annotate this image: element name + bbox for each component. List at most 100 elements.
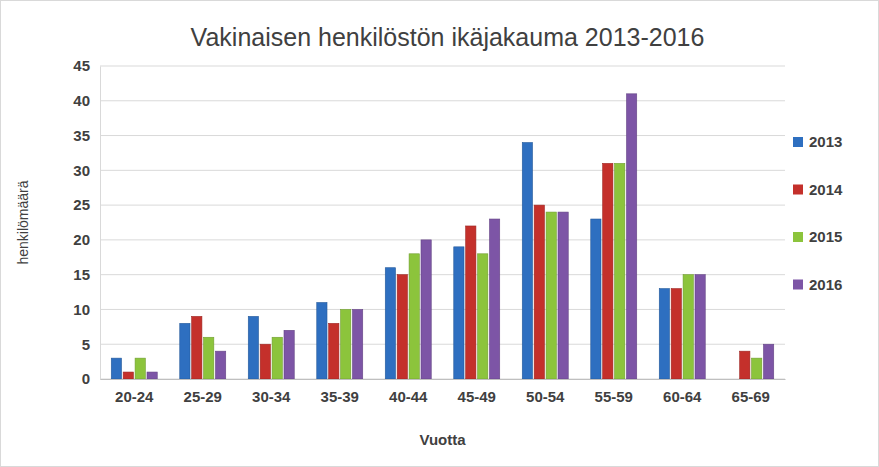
series	[135, 163, 762, 379]
bar	[683, 275, 693, 379]
y-tick-label: 30	[73, 162, 90, 179]
bar	[489, 219, 499, 379]
bar	[534, 205, 544, 379]
bar	[317, 302, 327, 379]
background	[1, 1, 879, 467]
bar	[204, 337, 214, 379]
bar	[546, 212, 556, 379]
grid-line	[100, 379, 785, 380]
y-tick-label: 0	[82, 370, 90, 387]
y-tick: 40	[73, 92, 100, 109]
x-tick: 25-29	[184, 379, 222, 405]
grid-line	[100, 239, 785, 240]
bar	[409, 254, 419, 379]
bar	[740, 351, 750, 379]
y-tick: 10	[73, 301, 100, 318]
bar	[421, 240, 431, 379]
y-tick: 5	[82, 336, 100, 353]
legend: 2013 2014 2015 2016	[793, 133, 843, 293]
series	[111, 143, 669, 379]
legend-swatch	[793, 280, 803, 290]
bar	[352, 309, 362, 379]
chart: 0 5 10 15 20 25 30 35 40 45 20-24 25-29 30-34 35-39 40…	[0, 0, 879, 467]
bar	[135, 358, 145, 379]
x-tick-label: 55-59	[595, 388, 633, 405]
legend-label: 2016	[809, 276, 842, 293]
x-tick: 65-69	[732, 379, 770, 405]
bar	[591, 219, 601, 379]
y-tick: 0	[82, 370, 100, 387]
x-axis: 20-24 25-29 30-34 35-39 40-44 45-49 50-54 55-59…	[101, 379, 786, 405]
bar	[615, 163, 625, 379]
grid-line	[100, 344, 785, 345]
x-tick-label: 30-34	[252, 388, 291, 405]
x-tick: 20-24	[115, 379, 154, 405]
bar	[752, 358, 762, 379]
x-tick: 40-44	[389, 379, 428, 405]
x-tick: 60-64	[663, 379, 702, 405]
legend-label: 2015	[809, 228, 842, 245]
bar	[341, 309, 351, 379]
y-tick: 35	[73, 127, 100, 144]
bar	[478, 254, 488, 379]
grid-line	[100, 100, 785, 101]
y-axis-line	[100, 67, 101, 380]
x-tick-label: 60-64	[663, 388, 702, 405]
bar	[180, 323, 190, 379]
y-tick-label: 5	[82, 336, 90, 353]
title: Vakinaisen henkilöstön ikäjakauma 2013-2…	[191, 23, 705, 51]
legend-label: 2013	[809, 133, 842, 150]
bar	[123, 372, 133, 379]
bar	[385, 268, 395, 379]
bar	[248, 316, 258, 379]
grid-line	[100, 170, 785, 171]
grid-line	[100, 205, 785, 206]
bar	[558, 212, 568, 379]
y-tick-label: 35	[73, 127, 90, 144]
x-tick: 35-39	[321, 379, 359, 405]
bar	[671, 289, 681, 379]
grid	[100, 66, 785, 379]
grid-line	[100, 135, 785, 136]
x-tick: 45-49	[458, 379, 496, 405]
bar	[522, 143, 532, 379]
y-tick: 20	[73, 231, 100, 248]
y-tick-label: 15	[73, 266, 90, 283]
x-tick-label: 40-44	[389, 388, 428, 405]
plot: 0 5 10 15 20 25 30 35 40 45 20-24 25-29 30-34 35-39 40…	[73, 57, 785, 404]
x-tick: 30-34	[252, 379, 291, 405]
y-tick-label: 45	[73, 57, 90, 74]
y-tick: 25	[73, 196, 100, 213]
legend-swatch	[793, 232, 803, 242]
bar	[626, 94, 636, 379]
bar	[397, 275, 407, 379]
bar	[603, 163, 613, 379]
y-axis-title: henkilömäärä	[15, 180, 31, 264]
x-tick-label: 45-49	[458, 388, 496, 405]
grid-line	[100, 309, 785, 310]
bar	[695, 275, 705, 379]
series	[123, 163, 750, 379]
x-axis-line	[101, 379, 786, 380]
y-tick: 45	[73, 57, 100, 74]
x-tick: 50-54	[526, 379, 565, 405]
x-tick-label: 25-29	[184, 388, 222, 405]
legend-swatch	[793, 137, 803, 147]
x-tick: 55-59	[595, 379, 633, 405]
grid-line	[100, 274, 785, 275]
y-tick-label: 40	[73, 92, 90, 109]
bar	[284, 330, 294, 379]
y-tick: 15	[73, 266, 100, 283]
x-tick-label: 35-39	[321, 388, 359, 405]
bars	[111, 94, 773, 379]
legend-label: 2014	[809, 181, 843, 198]
bar	[454, 247, 464, 379]
y-tick-label: 25	[73, 196, 90, 213]
x-tick-label: 20-24	[115, 388, 154, 405]
x-tick-label: 50-54	[526, 388, 565, 405]
legend-swatch	[793, 185, 803, 195]
y-tick: 30	[73, 162, 100, 179]
bar	[192, 316, 202, 379]
grid-line	[100, 66, 785, 67]
y-tick-label: 20	[73, 231, 90, 248]
